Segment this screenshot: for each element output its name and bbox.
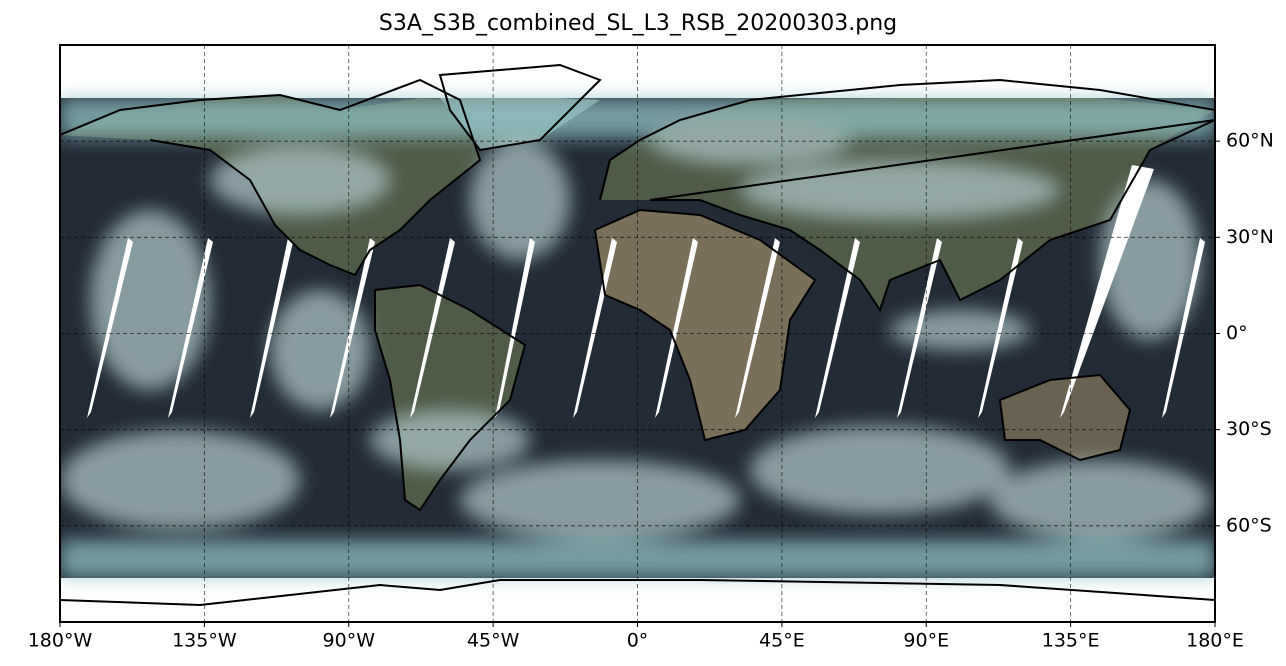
x-tick-label: 0° [627, 630, 649, 652]
data-gap [168, 238, 213, 418]
y-tick-label: 30°N [1226, 226, 1274, 248]
x-tick-label: 180°E [1186, 630, 1244, 652]
data-gap [495, 238, 535, 418]
data-gap [330, 238, 375, 418]
graticule [59, 45, 1220, 627]
data-gaps [87, 165, 1205, 418]
data-gap [655, 238, 698, 418]
data-gap [250, 238, 293, 418]
x-tick-label: 45°W [467, 630, 520, 652]
x-tick-label: 45°E [759, 630, 805, 652]
data-gap [815, 238, 860, 418]
data-gap [87, 238, 133, 418]
data-gap [978, 238, 1023, 418]
coastlines [60, 63, 1215, 607]
y-tick-label: 30°S [1226, 418, 1272, 440]
x-tick-label: 135°E [1042, 630, 1100, 652]
data-gap [1162, 238, 1205, 418]
map-frame [59, 44, 1216, 623]
data-gap [897, 238, 942, 418]
y-tick-label: 0° [1226, 322, 1248, 344]
x-tick-label: 135°W [172, 630, 237, 652]
y-tick-label: 60°N [1226, 130, 1274, 152]
data-gap [410, 238, 455, 418]
x-tick-label: 90°E [903, 630, 949, 652]
data-gap [1060, 165, 1154, 418]
data-gap [735, 238, 780, 418]
y-tick-label: 60°S [1226, 514, 1272, 536]
map-title: S3A_S3B_combined_SL_L3_RSB_20200303.png [379, 11, 897, 36]
x-tick-label: 90°W [323, 630, 376, 652]
x-tick-label: 180°W [28, 630, 93, 652]
data-gap [573, 238, 617, 418]
